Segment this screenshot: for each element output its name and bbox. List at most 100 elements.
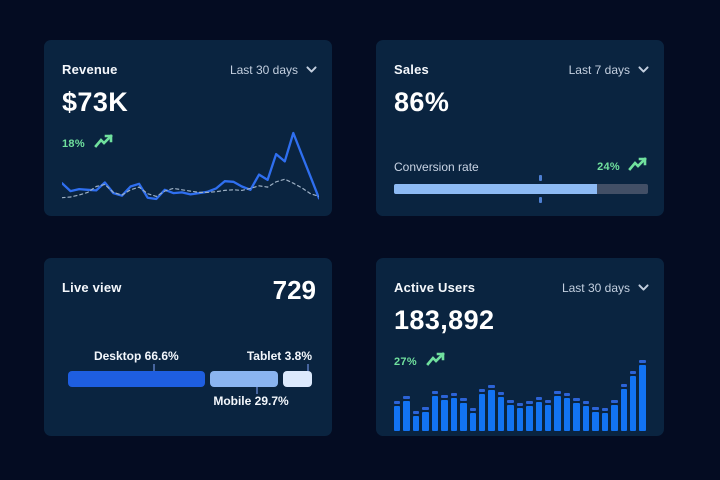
active-users-trend: 27%: [394, 352, 446, 372]
active-users-bar-21: [582, 401, 590, 431]
chevron-down-icon: [305, 63, 318, 76]
desktop-label: Desktop 66.6%: [93, 349, 179, 363]
bar-cap: [535, 397, 542, 400]
sales-card-header: Sales Last 7 days: [394, 62, 650, 77]
active-users-bar-4: [422, 407, 429, 431]
bar-cap: [507, 400, 514, 403]
active-users-value: 183,892: [394, 305, 495, 335]
bar-body: [554, 396, 561, 431]
bar-cap: [545, 400, 552, 403]
sales-trend-pct: 24%: [597, 161, 620, 173]
bar-body: [422, 412, 429, 431]
active-users-range-dropdown[interactable]: Last 30 days: [562, 281, 650, 295]
revenue-line-chart: [62, 127, 319, 203]
active-users-bar-2: [403, 396, 410, 431]
sales-trend: 24%: [597, 157, 648, 177]
active-users-bar-26: [629, 371, 637, 431]
bar-cap: [526, 401, 533, 404]
bar-cap: [516, 403, 524, 406]
bar-cap: [639, 360, 646, 363]
progress-marker-bottom: [538, 197, 542, 203]
mobile-tick: [255, 387, 258, 394]
bar-body: [460, 403, 467, 431]
bar-body: [639, 365, 646, 431]
bar-cap: [563, 393, 571, 396]
bar-body: [563, 398, 571, 431]
bar-body: [441, 400, 448, 431]
trending-up-icon: [426, 352, 446, 372]
mobile-segment: [209, 371, 278, 387]
bar-cap: [488, 385, 495, 388]
conversion-rate-row: Conversion rate 24%: [394, 157, 648, 177]
bar-cap: [422, 407, 429, 410]
bar-body: [497, 397, 505, 431]
active-users-bar-23: [601, 408, 609, 431]
device-split-bar: [68, 371, 312, 387]
conversion-rate-label: Conversion rate: [394, 160, 479, 174]
bar-body: [573, 403, 580, 431]
bar-cap: [554, 391, 561, 394]
bar-cap: [611, 400, 618, 403]
bar-body: [545, 405, 552, 431]
bar-body: [526, 406, 533, 431]
active-users-bar-10: [478, 389, 486, 431]
active-users-bar-27: [639, 360, 646, 431]
active-users-trend-pct: 27%: [394, 356, 417, 368]
bar-cap: [460, 398, 467, 401]
bar-cap: [601, 408, 609, 411]
tablet-tick: [307, 364, 310, 371]
sales-value: 86%: [394, 87, 450, 117]
bar-cap: [620, 384, 627, 387]
bar-cap: [478, 389, 486, 392]
active-users-bar-3: [412, 411, 420, 431]
bar-cap: [629, 371, 637, 374]
bar-body: [450, 398, 458, 431]
active-users-card: Active Users Last 30 days 183,892 27%: [376, 258, 664, 436]
bar-body: [516, 408, 524, 431]
active-users-bar-14: [516, 403, 524, 431]
revenue-trend-pct: 18%: [62, 138, 85, 150]
bar-cap: [412, 411, 420, 414]
active-users-bar-1: [394, 401, 401, 431]
active-users-bar-15: [526, 401, 533, 431]
mobile-label: Mobile 29.7%: [213, 394, 289, 408]
conversion-progress-bar: [394, 175, 648, 203]
bar-body: [535, 402, 542, 431]
bar-cap: [403, 396, 410, 399]
bar-body: [412, 416, 420, 431]
bar-body: [403, 401, 410, 431]
trending-up-icon: [94, 134, 114, 154]
revenue-range-dropdown[interactable]: Last 30 days: [230, 63, 318, 77]
active-users-bar-7: [450, 393, 458, 431]
revenue-value: $73K: [62, 87, 129, 117]
bar-cap: [394, 401, 401, 404]
sales-range-label: Last 7 days: [568, 62, 630, 77]
active-users-bar-13: [507, 400, 514, 431]
bar-body: [620, 389, 627, 431]
active-users-bar-chart: [394, 355, 646, 431]
bar-body: [611, 405, 618, 431]
bar-body: [592, 412, 599, 431]
bar-body: [431, 396, 439, 431]
bar-cap: [441, 395, 448, 398]
active-users-bar-22: [592, 407, 599, 431]
revenue-trend: 18%: [62, 134, 114, 154]
bar-cap: [469, 408, 476, 411]
bar-cap: [497, 392, 505, 395]
progress-marker-top: [538, 175, 542, 181]
active-users-bar-9: [469, 408, 476, 431]
bar-body: [469, 413, 476, 431]
bar-body: [582, 406, 590, 431]
active-users-bar-5: [431, 391, 439, 431]
sales-range-dropdown[interactable]: Last 7 days: [569, 63, 650, 77]
bar-cap: [573, 398, 580, 401]
active-users-card-header: Active Users Last 30 days: [394, 280, 650, 295]
live-view-value: 729: [272, 275, 316, 305]
bar-body: [478, 394, 486, 431]
desktop-tick: [153, 364, 156, 371]
active-users-bar-18: [554, 391, 561, 431]
active-users-bar-6: [441, 395, 448, 431]
bar-body: [507, 405, 514, 431]
bar-cap: [582, 401, 590, 404]
revenue-title: Revenue: [62, 62, 118, 77]
